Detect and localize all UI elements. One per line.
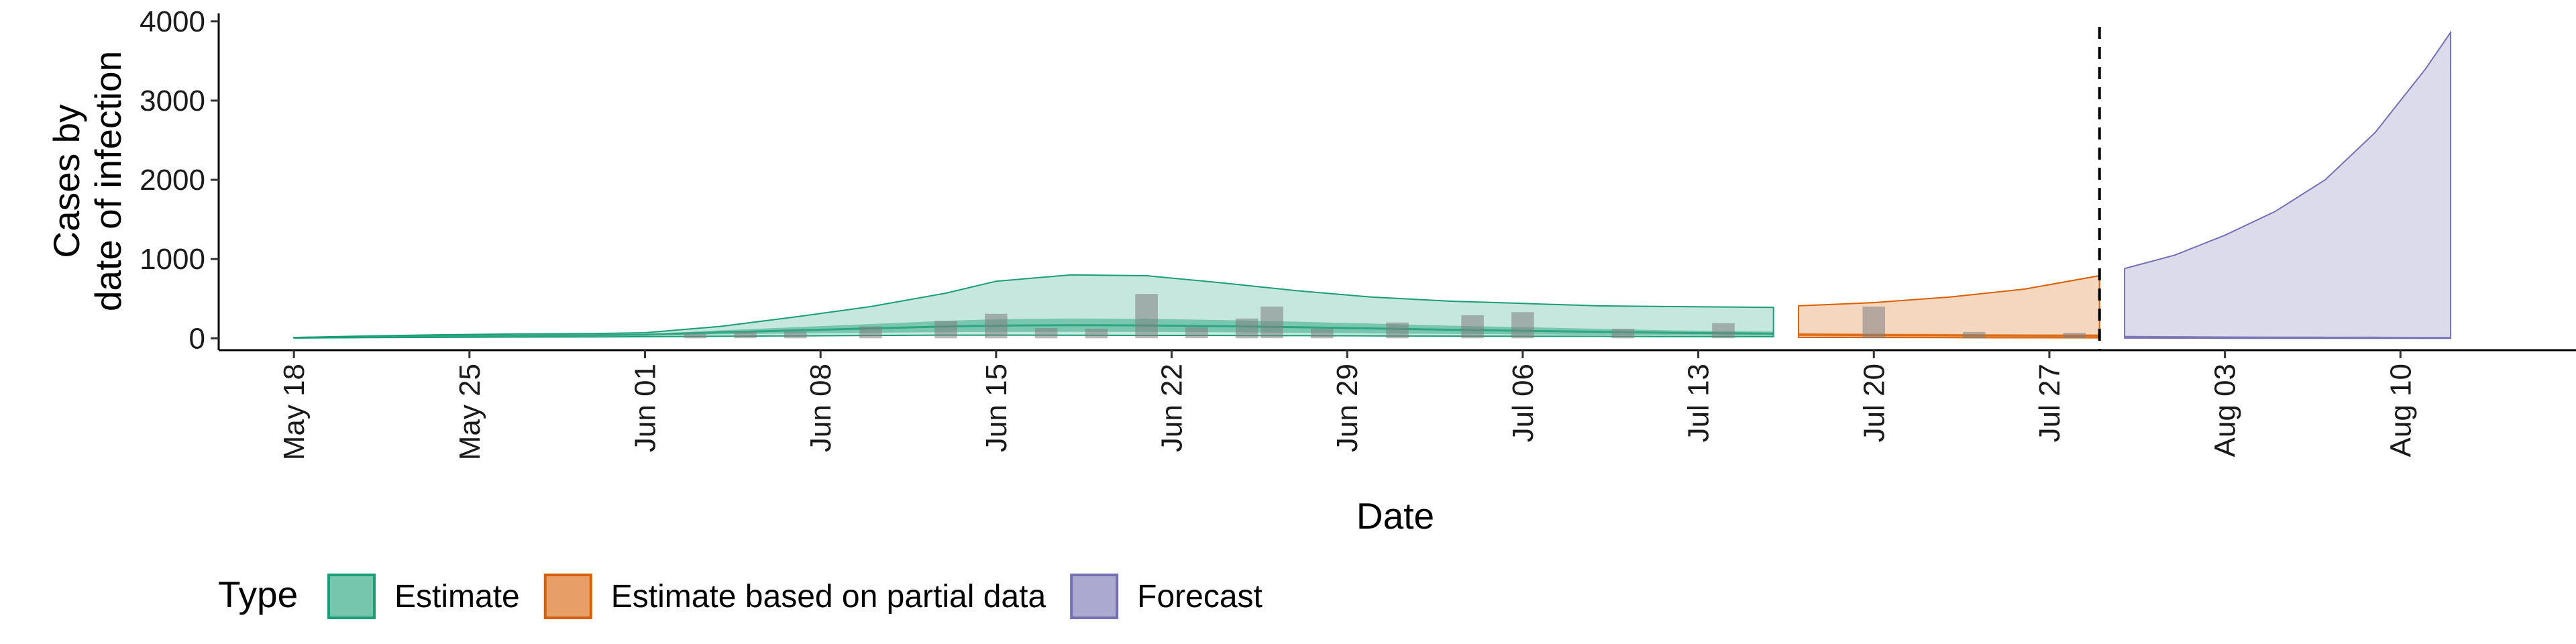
legend-label-forecast: Forecast	[1137, 579, 1263, 614]
reported-case-bar	[1235, 318, 1258, 339]
estimate-bands	[293, 30, 2452, 339]
reported-case-bar	[1260, 307, 1283, 339]
y-tick-label: 3000	[140, 85, 205, 117]
reported-case-bar	[1311, 329, 1334, 339]
y-axis-title-line: date of infection	[87, 51, 129, 311]
reported-case-bar	[1712, 323, 1735, 339]
y-tick-label: 4000	[140, 5, 205, 38]
y-tick-label: 2000	[140, 164, 205, 197]
reported-case-bar	[2063, 333, 2086, 339]
y-axis-title: Cases bydate of infection	[46, 51, 129, 311]
reported-case-bar	[1386, 322, 1409, 339]
x-tick-label: Jun 01	[629, 364, 662, 452]
legend-label-estimate: Estimate	[394, 579, 520, 614]
legend-label-estimate-based-on-partial-data: Estimate based on partial data	[611, 579, 1046, 614]
reported-case-bar	[734, 331, 757, 339]
x-axis-ticks: May 18 May 25 Jun 01 Jun 08 Jun 15 Jun 22 Jun …	[278, 350, 2417, 460]
estimate-band-90	[293, 274, 1774, 339]
legend: Type Estimate Estimate based on partial da…	[218, 574, 1263, 619]
x-tick-label: Jul 20	[1858, 364, 1890, 442]
reported-case-bar	[1185, 327, 1208, 339]
y-tick-label: 0	[189, 322, 205, 355]
reported-case-bar	[1862, 307, 1886, 339]
reported-case-bar	[1611, 329, 1635, 339]
reported-case-bar	[684, 333, 707, 339]
x-tick-label: Jul 06	[1507, 364, 1540, 442]
reported-case-bar	[1034, 327, 1058, 339]
reported-case-bar	[934, 321, 957, 339]
x-tick-label: Jun 15	[980, 364, 1013, 452]
x-axis-title: Date	[1356, 495, 1434, 537]
reported-case-bar	[859, 326, 882, 339]
forecast-band-90	[2124, 30, 2452, 339]
x-tick-label: Jun 29	[1331, 364, 1364, 452]
y-tick-label: 1000	[140, 243, 205, 276]
axes	[217, 13, 2576, 352]
reported-case-bar	[985, 313, 1008, 339]
y-axis-title-line: Cases by	[46, 104, 87, 258]
reported-case-bars	[684, 294, 2086, 339]
estimate-based-on-partial-data-band-90	[1798, 274, 2100, 339]
reported-case-bar	[1135, 294, 1158, 339]
x-tick-label: May 18	[278, 364, 311, 460]
x-tick-label: Jun 22	[1156, 364, 1189, 452]
legend-swatch-forecast	[1070, 574, 1119, 619]
x-tick-label: Jul 13	[1682, 364, 1715, 442]
y-axis-ticks: 0 1000 2000 3000 4000	[140, 5, 219, 355]
reported-case-bar	[1963, 331, 1986, 339]
reported-case-bar	[1461, 315, 1484, 339]
reported-case-bar	[1085, 329, 1108, 339]
x-tick-label: Jul 27	[2033, 364, 2066, 442]
x-tick-label: Jun 08	[804, 364, 837, 452]
x-tick-label: Aug 03	[2209, 364, 2242, 457]
x-tick-label: May 25	[453, 364, 486, 460]
legend-title: Type	[218, 574, 298, 615]
reported-case-bar	[784, 331, 807, 339]
x-tick-label: Aug 10	[2384, 364, 2417, 457]
legend-swatch-estimate-based-on-partial-data	[543, 574, 592, 619]
reported-case-bar	[1511, 312, 1534, 339]
legend-swatch-estimate	[327, 574, 376, 619]
